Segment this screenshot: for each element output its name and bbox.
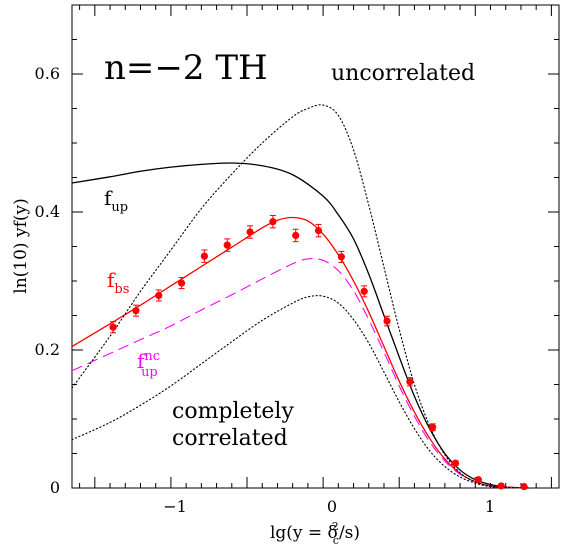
label-f-up: fup xyxy=(104,186,128,215)
label-f-up-nc: fnc up xyxy=(137,349,160,380)
data-point xyxy=(337,253,345,261)
label-f-up-sub: up xyxy=(111,200,128,215)
label-f-up-nc-sub: up xyxy=(141,365,158,380)
series-line-uncorrelated xyxy=(71,104,530,489)
label-f-up-base: f xyxy=(104,186,113,210)
data-point xyxy=(292,231,300,240)
x-tick-label: −1 xyxy=(163,497,187,516)
label-f-bs: fbs xyxy=(107,268,129,297)
data-point xyxy=(429,423,437,431)
series-curves xyxy=(71,104,530,489)
y-axis-label: ln(10) yf(y) xyxy=(11,198,31,293)
series-line-completely_correlated xyxy=(71,295,530,489)
x-axis-label-main: lg(y = δ xyxy=(270,523,338,543)
data-point xyxy=(520,483,528,491)
series-line-f_up xyxy=(71,162,529,489)
axis-ticks xyxy=(72,5,559,489)
panel-label: n=−2 TH xyxy=(104,48,268,88)
data-point xyxy=(155,291,163,300)
x-axis-label-sup: 2 xyxy=(332,520,339,533)
data-points xyxy=(109,214,528,491)
y-tick-label: 0.2 xyxy=(35,340,60,359)
label-f-bs-base: f xyxy=(107,268,116,292)
data-point xyxy=(246,228,254,236)
data-point xyxy=(314,227,323,235)
label-completely: completely xyxy=(172,399,294,424)
data-point xyxy=(497,482,505,490)
data-point xyxy=(406,378,414,386)
data-point xyxy=(132,307,140,315)
x-axis-label: lg(y = δ2 c/s) xyxy=(270,520,360,547)
data-point xyxy=(451,459,460,467)
y-tick-labels: 0 0.2 0.4 0.6 xyxy=(35,64,60,497)
label-uncorrelated: uncorrelated xyxy=(331,61,475,86)
label-f-up-nc-sup: nc xyxy=(144,349,160,364)
data-point xyxy=(269,218,277,226)
label-f-bs-sub: bs xyxy=(114,282,129,297)
data-point xyxy=(109,323,117,331)
x-tick-label: 0 xyxy=(327,497,337,516)
label-correlated: correlated xyxy=(172,426,288,451)
label-f-up-nc-base: f xyxy=(137,349,146,373)
x-tick-labels: −1 0 1 xyxy=(163,497,495,516)
data-point xyxy=(360,287,368,295)
x-tick-label: 1 xyxy=(485,497,495,516)
x-axis-label-tail: /s) xyxy=(339,523,360,543)
data-point xyxy=(200,252,209,260)
y-tick-label: 0.4 xyxy=(35,202,60,221)
data-point xyxy=(177,279,186,287)
y-tick-label: 0 xyxy=(50,478,60,497)
data-point xyxy=(474,476,482,484)
y-tick-label: 0.6 xyxy=(35,64,60,83)
data-point xyxy=(223,241,231,249)
x-axis-label-sub: c xyxy=(333,534,339,547)
data-point xyxy=(383,317,391,325)
